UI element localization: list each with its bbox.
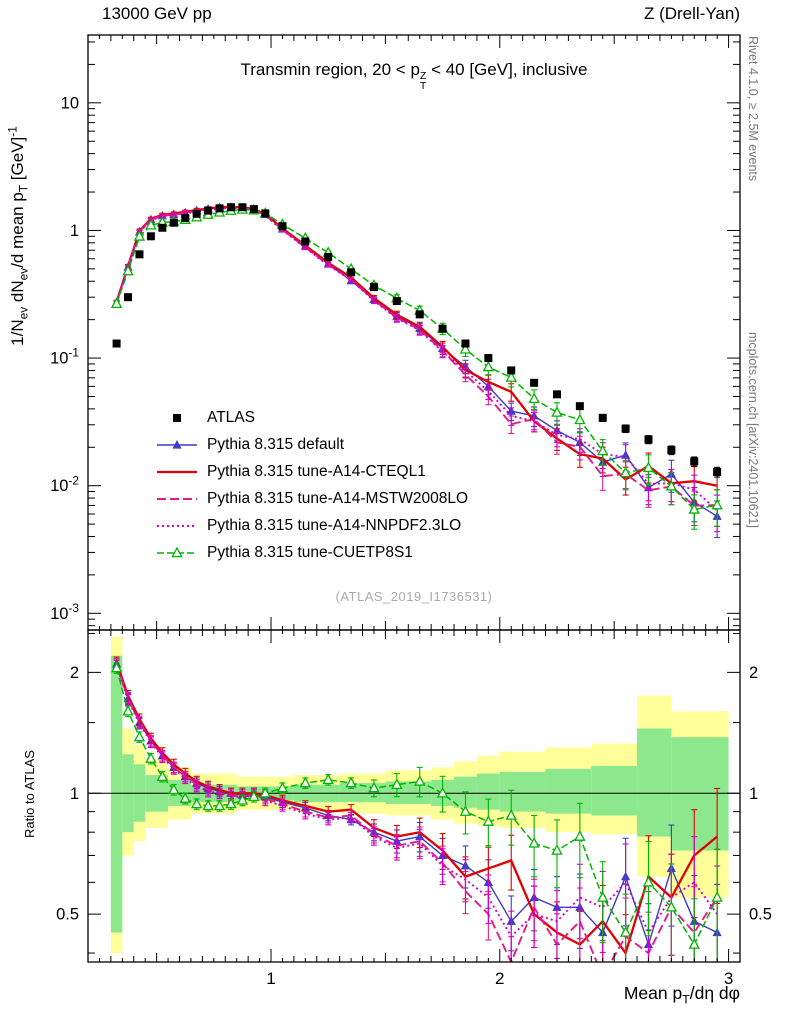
process-label: Z (Drell-Yan) <box>643 4 740 23</box>
legend-entry-0: ATLAS <box>156 404 468 431</box>
legend-swatch-line <box>157 524 197 527</box>
beam-energy-label: 13000 GeV pp <box>102 4 212 23</box>
svg-text:1: 1 <box>70 222 79 240</box>
legend-label: Pythia 8.315 tune-A14-NNPDF2.3LO <box>207 516 462 534</box>
svg-text:1: 1 <box>266 969 275 988</box>
svg-text:3: 3 <box>724 969 733 988</box>
svg-text:1: 1 <box>749 785 758 803</box>
legend: ATLAS Pythia 8.315 default Pythia 8.315 tu… <box>156 404 468 566</box>
legend-label: Pythia 8.315 tune-A14-CTEQL1 <box>207 462 426 480</box>
svg-text:10-1​: 10-1​ <box>50 346 79 368</box>
legend-swatch-square <box>173 413 181 422</box>
legend-swatch-triangle <box>157 439 197 449</box>
svg-text:10-2​: 10-2​ <box>50 473 79 495</box>
svg-text:2: 2 <box>70 664 79 682</box>
legend-entry-5: Pythia 8.315 tune-CUETP8S1 <box>156 539 468 566</box>
rivet-version-caption: Rivet 4.1.0, ≥ 2.5M events <box>746 36 760 182</box>
svg-text:2: 2 <box>749 664 758 682</box>
y-axis-label: 1/Nev dNev/d mean pT [GeV]-1 <box>5 126 31 346</box>
analysis-id-watermark: (ATLAS_2019_I1736531) <box>335 589 493 604</box>
legend-entry-2: Pythia 8.315 tune-A14-CTEQL1 <box>156 458 468 485</box>
mcplots-arxiv-caption: mcplots.cern.ch [arXiv:2401.10621] <box>746 332 760 528</box>
svg-text:0.5: 0.5 <box>56 906 79 924</box>
ratio-y-axis-label: Ratio to ATLAS <box>22 750 37 838</box>
svg-text:2: 2 <box>495 969 504 988</box>
legend-swatch-triangle-open <box>157 546 197 557</box>
legend-label: Pythia 8.315 tune-CUETP8S1 <box>207 543 413 561</box>
legend-swatch-line <box>157 470 197 473</box>
legend-entry-4: Pythia 8.315 tune-A14-NNPDF2.3LO <box>156 512 468 539</box>
svg-text:10: 10 <box>61 94 79 112</box>
legend-label: Pythia 8.315 tune-A14-MSTW2008LO <box>207 489 469 507</box>
x-axis-label: Mean pT/dη dφ <box>623 983 740 1007</box>
svg-text:0.5: 0.5 <box>749 906 772 924</box>
svg-text:1: 1 <box>70 785 79 803</box>
legend-entry-1: Pythia 8.315 default <box>156 431 468 458</box>
legend-label: Pythia 8.315 default <box>207 435 345 453</box>
svg-text:10-3​: 10-3​ <box>50 601 79 623</box>
legend-entry-3: Pythia 8.315 tune-A14-MSTW2008LO <box>156 485 468 512</box>
legend-label: ATLAS <box>207 408 255 426</box>
legend-swatch-line <box>157 497 197 500</box>
